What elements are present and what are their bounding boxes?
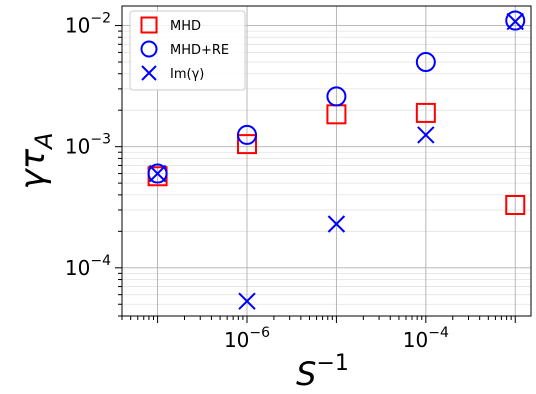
data-point-x <box>506 12 524 31</box>
data-point-x <box>238 292 256 310</box>
legend-marker-x <box>141 65 157 81</box>
y-tick-label: 10−3 <box>65 132 111 159</box>
legend-marker-square <box>140 16 158 34</box>
data-point-square <box>237 134 258 155</box>
plot-area <box>121 5 532 317</box>
data-point-square <box>505 194 526 215</box>
data-markers <box>147 10 526 310</box>
x-axis-label: S−1 <box>296 351 349 393</box>
data-point-square <box>415 102 436 123</box>
legend-label: Im(γ) <box>170 67 204 82</box>
x-tick-label: 10−6 <box>224 325 270 352</box>
legend-box <box>129 10 246 91</box>
grid-lines <box>122 6 531 317</box>
data-point-circle <box>326 86 347 107</box>
axis-ticks: 10−4 10−3 10−2 10−6 10−4 <box>65 11 516 352</box>
data-point-circle <box>415 52 436 73</box>
series-circle <box>147 10 526 184</box>
data-point-x <box>417 126 435 144</box>
series-x <box>148 12 524 310</box>
x-tick-label: 10−4 <box>403 325 449 352</box>
data-point-x <box>148 164 167 183</box>
data-point-circle <box>147 163 168 184</box>
legend: MHD MHD+RE Im(γ) <box>129 10 246 91</box>
y-tick-label: 10−2 <box>65 11 111 38</box>
y-tick-label: 10−4 <box>65 253 111 280</box>
legend-marker-circle <box>140 40 158 58</box>
data-point-circle <box>505 10 526 31</box>
data-point-x <box>327 215 346 233</box>
legend-label: MHD <box>170 19 201 34</box>
legend-label: MHD+RE <box>170 43 229 58</box>
y-axis-label: γτA <box>13 132 58 189</box>
data-point-circle <box>237 124 258 145</box>
